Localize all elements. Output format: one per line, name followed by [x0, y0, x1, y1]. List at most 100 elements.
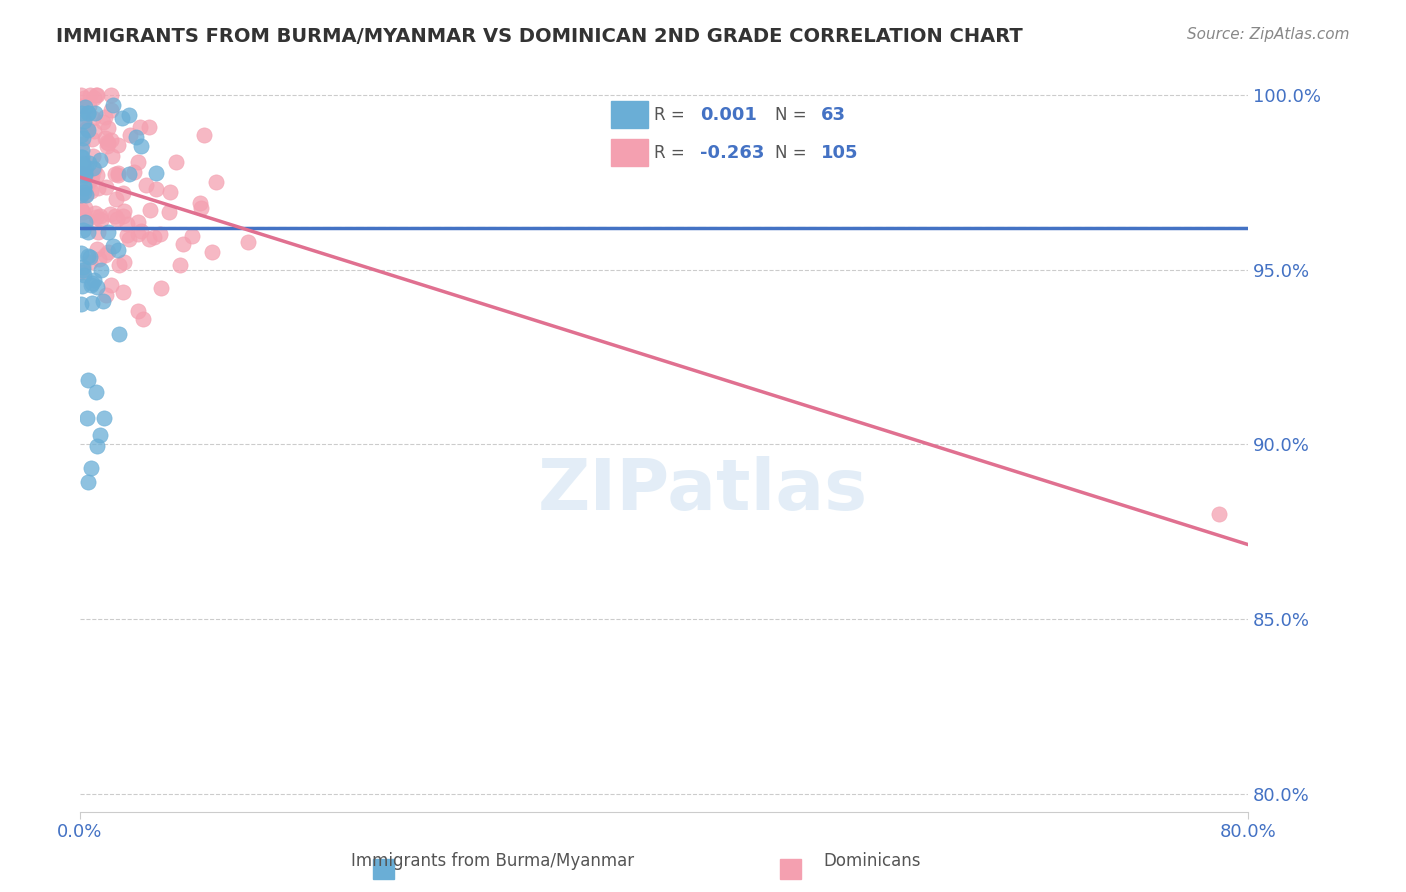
- Point: [86, 439, 108, 453]
- Point: [72, 223, 94, 237]
- Point: [70, 166, 93, 180]
- Point: [75, 201, 97, 215]
- Point: [122, 165, 145, 179]
- Text: R =: R =: [654, 106, 685, 124]
- Point: [72, 131, 94, 145]
- FancyBboxPatch shape: [610, 101, 648, 128]
- Point: [72, 263, 94, 277]
- Point: [76, 213, 98, 227]
- Point: [83, 162, 105, 177]
- Point: [73, 184, 96, 198]
- Point: [70, 188, 93, 202]
- Point: [188, 196, 211, 211]
- Point: [118, 168, 141, 182]
- Point: [107, 168, 129, 182]
- Point: [97, 121, 120, 136]
- Point: [70, 246, 93, 260]
- Point: [86, 169, 108, 183]
- Point: [94, 248, 117, 262]
- Point: [107, 326, 129, 341]
- Point: [127, 304, 149, 318]
- Text: N =: N =: [775, 144, 806, 161]
- Point: [96, 135, 118, 149]
- Point: [70, 296, 93, 310]
- Point: [72, 157, 94, 171]
- Point: [70, 265, 93, 279]
- Point: [77, 475, 100, 489]
- Point: [138, 232, 160, 246]
- Point: [115, 227, 138, 242]
- Point: [73, 114, 96, 128]
- Point: [100, 87, 122, 102]
- Point: [70, 143, 93, 157]
- Text: 105: 105: [821, 144, 859, 161]
- Point: [169, 258, 191, 272]
- Point: [100, 277, 122, 292]
- Point: [101, 149, 124, 163]
- Text: N =: N =: [775, 106, 806, 124]
- Point: [84, 206, 107, 220]
- Point: [96, 136, 118, 150]
- Point: [96, 138, 118, 153]
- Point: [90, 213, 112, 227]
- Point: [201, 244, 224, 259]
- Point: [112, 210, 135, 224]
- Point: [73, 185, 96, 199]
- Point: [79, 250, 101, 264]
- Point: [75, 169, 97, 183]
- Point: [100, 103, 122, 117]
- Point: [72, 205, 94, 219]
- Text: IMMIGRANTS FROM BURMA/MYANMAR VS DOMINICAN 2ND GRADE CORRELATION CHART: IMMIGRANTS FROM BURMA/MYANMAR VS DOMINIC…: [56, 27, 1024, 45]
- Point: [101, 239, 124, 253]
- Point: [76, 411, 98, 425]
- Point: [72, 111, 94, 125]
- Point: [70, 202, 93, 217]
- Point: [89, 428, 111, 442]
- Point: [236, 235, 259, 249]
- Point: [129, 120, 152, 134]
- Point: [77, 156, 100, 170]
- Point: [75, 100, 97, 114]
- Point: [193, 128, 215, 143]
- Point: [93, 110, 115, 124]
- Point: [104, 167, 127, 181]
- Text: -0.263: -0.263: [700, 144, 765, 161]
- Point: [142, 230, 165, 244]
- Point: [135, 178, 157, 193]
- Point: [107, 243, 129, 257]
- Point: [125, 129, 148, 144]
- Point: [108, 258, 131, 272]
- Point: [73, 162, 96, 177]
- Point: [181, 228, 204, 243]
- Point: [70, 279, 93, 293]
- Point: [70, 99, 93, 113]
- Point: [97, 244, 120, 259]
- Point: [127, 215, 149, 229]
- Point: [105, 192, 128, 206]
- Point: [82, 112, 104, 126]
- Point: [1208, 508, 1230, 522]
- Point: [82, 149, 104, 163]
- Point: [172, 237, 194, 252]
- Point: [77, 106, 100, 120]
- Point: [127, 154, 149, 169]
- Point: [118, 128, 141, 143]
- Point: [105, 212, 128, 227]
- Point: [149, 227, 172, 242]
- Point: [98, 207, 121, 221]
- Point: [75, 160, 97, 174]
- Point: [90, 263, 112, 277]
- Point: [70, 128, 93, 143]
- Point: [77, 249, 100, 263]
- Point: [190, 201, 212, 215]
- Text: Immigrants from Burma/Myanmar: Immigrants from Burma/Myanmar: [350, 852, 634, 870]
- Point: [79, 255, 101, 269]
- Point: [72, 156, 94, 170]
- Text: Source: ZipAtlas.com: Source: ZipAtlas.com: [1187, 27, 1350, 42]
- Point: [82, 161, 104, 175]
- Point: [86, 87, 108, 102]
- Point: [118, 108, 141, 122]
- Point: [138, 120, 160, 134]
- Point: [100, 133, 122, 147]
- Point: [103, 98, 125, 112]
